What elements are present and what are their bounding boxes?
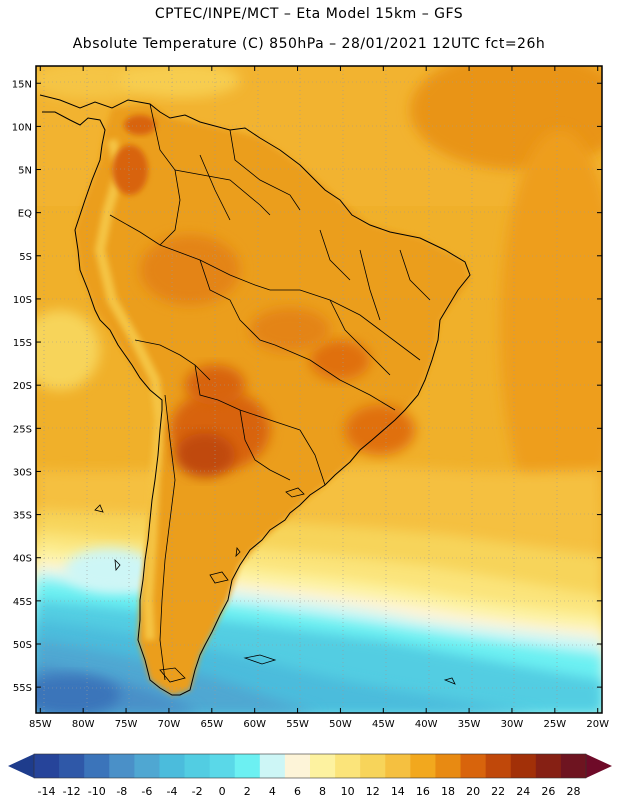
lat-tick-label: 15S: [13, 338, 32, 349]
lon-tick-label: 20W: [586, 719, 609, 730]
lon-tick-label: 80W: [72, 719, 95, 730]
lon-tick-label: 50W: [329, 719, 352, 730]
colorbar-label: 10: [341, 785, 355, 798]
colorbar-label: 28: [566, 785, 580, 798]
lon-tick-label: 25W: [544, 719, 567, 730]
lon-tick-label: 60W: [243, 719, 266, 730]
colorbar-label: -6: [141, 785, 152, 798]
lat-tick-label: 30S: [13, 467, 32, 478]
latitude-axis: 15N 10N 5N EQ 5S 10S 15S 20S 25S 30S 35S 40S 45S 50S 5…: [12, 79, 602, 694]
lat-tick-label: 55S: [13, 683, 32, 694]
colorbar-cell: [284, 754, 311, 778]
colorbar-cell: [410, 754, 436, 778]
colorbar-high-arrow: [586, 754, 612, 778]
colorbar-label: 0: [219, 785, 226, 798]
colorbar-frame: [33, 753, 587, 779]
colorbar-cell: [234, 754, 261, 778]
colorbar-cell: [134, 754, 160, 778]
lat-tick-label: 35S: [13, 511, 32, 522]
lon-tick-label: 70W: [158, 719, 181, 730]
colorbar-label: 14: [391, 785, 405, 798]
temperature-field: [36, 66, 602, 713]
islands: [94, 487, 456, 685]
lon-tick-label: 55W: [286, 719, 309, 730]
longitude-axis: 85W 80W 75W 70W 65W 60W 55W 50W 45W 40W 35W 30W 25W 2…: [29, 66, 609, 730]
lat-tick-label: 5N: [18, 166, 32, 177]
lat-tick-label: 45S: [13, 597, 32, 608]
lon-tick-label: 85W: [29, 719, 52, 730]
colorbar: -14 -12 -10 -8 -6 -4 -2 0 2 4 6 8 10 12 14 16 18 20 22 24 26…: [8, 753, 612, 798]
colorbar-label: 4: [269, 785, 276, 798]
lat-tick-label: EQ: [18, 209, 32, 220]
colorbar-low-arrow: [8, 754, 34, 778]
lon-tick-label: 45W: [372, 719, 395, 730]
colorbar-label: 22: [491, 785, 505, 798]
colorbar-cell: [109, 754, 135, 778]
lat-tick-label: 40S: [13, 554, 32, 565]
coastline: [39, 94, 471, 696]
lat-tick-label: 25S: [13, 424, 32, 435]
colorbar-label: -14: [38, 785, 56, 798]
colorbar-label: 18: [441, 785, 455, 798]
colorbar-label: 12: [366, 785, 380, 798]
colorbar-cell: [535, 754, 562, 778]
colorbar-cell: [560, 754, 587, 778]
colorbar-label: -2: [192, 785, 203, 798]
lon-tick-label: 75W: [115, 719, 138, 730]
colorbar-cell: [59, 754, 85, 778]
lon-tick-label: 35W: [458, 719, 481, 730]
lat-tick-label: 20S: [13, 381, 32, 392]
map-border: [35, 65, 603, 714]
colorbar-cell: [159, 754, 186, 778]
colorbar-cell: [184, 754, 211, 778]
map-title-line-2: Absolute Temperature (C) 850hPa – 28/01/…: [72, 36, 546, 52]
colorbar-cell: [360, 754, 386, 778]
lat-tick-label: 10S: [13, 295, 32, 306]
colorbar-label: 24: [516, 785, 530, 798]
colorbar-cell: [335, 754, 361, 778]
colorbar-label: -12: [63, 785, 81, 798]
map-title-line-1: CPTEC/INPE/MCT – Eta Model 15km – GFS: [154, 6, 464, 22]
colorbar-label: -10: [88, 785, 106, 798]
country-borders: [109, 103, 431, 681]
colorbar-cell: [385, 754, 411, 778]
colorbar-label: 26: [541, 785, 555, 798]
colorbar-cell: [84, 754, 110, 778]
colorbar-cell: [34, 754, 60, 778]
colorbar-cell: [510, 754, 537, 778]
colorbar-cell: [435, 754, 462, 778]
colorbar-cell: [485, 754, 512, 778]
colorbar-cell: [460, 754, 487, 778]
colorbar-label: -4: [167, 785, 178, 798]
lon-tick-label: 30W: [501, 719, 524, 730]
colorbar-cell: [259, 754, 286, 778]
colorbar-label: -8: [116, 785, 127, 798]
lat-tick-label: 5S: [19, 252, 32, 263]
lon-tick-label: 40W: [415, 719, 438, 730]
colorbar-label: 20: [466, 785, 480, 798]
lat-tick-label: 15N: [12, 79, 32, 90]
lon-tick-label: 65W: [200, 719, 223, 730]
colorbar-cell: [209, 754, 236, 778]
colorbar-label: 16: [416, 785, 430, 798]
lat-tick-label: 50S: [13, 640, 32, 651]
colorbar-cell: [310, 754, 336, 778]
colorbar-label: 2: [244, 785, 251, 798]
colorbar-label: 6: [294, 785, 301, 798]
colorbar-label: 8: [319, 785, 326, 798]
lat-tick-label: 10N: [12, 122, 32, 133]
